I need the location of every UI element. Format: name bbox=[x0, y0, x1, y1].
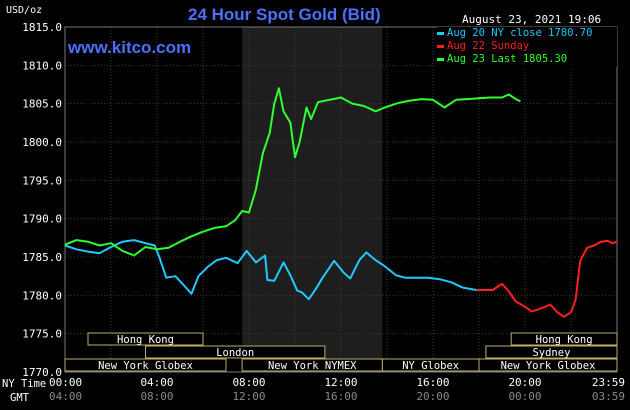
site-url: www.kitco.com bbox=[68, 38, 192, 57]
session-bar bbox=[478, 358, 618, 372]
x-tick-label-gmt: 03:59 bbox=[592, 390, 625, 403]
y-axis-unit: USD/oz bbox=[6, 5, 43, 16]
legend-item-aug23: Aug 23 Last 1805.30 bbox=[437, 53, 617, 66]
x-axis-label-ny: NY Time bbox=[2, 378, 47, 390]
session-label: Hong Kong bbox=[536, 334, 593, 346]
y-axis-ticks: 1815.0 1810.0 1805.0 1800.0 1795.0 1790.0 1785… bbox=[22, 21, 62, 379]
y-tick-label: 1815.0 bbox=[22, 21, 62, 34]
y-tick-label: 1805.0 bbox=[22, 98, 62, 111]
x-tick-label-ny: 08:00 bbox=[232, 376, 265, 389]
legend-label: Aug 20 NY close 1780.70 bbox=[447, 27, 593, 39]
x-tick-label-gmt: 12:00 bbox=[232, 390, 265, 403]
y-tick-label: 1795.0 bbox=[22, 174, 62, 187]
series-line bbox=[64, 239, 477, 301]
legend-swatch bbox=[437, 44, 444, 48]
legend: Aug 20 NY close 1780.70 Aug 22 Sunday Au… bbox=[437, 27, 617, 67]
session-bar bbox=[485, 345, 618, 359]
session-bar bbox=[87, 332, 204, 346]
y-tick-label: 1775.0 bbox=[22, 328, 62, 341]
legend-swatch bbox=[437, 57, 444, 61]
y-tick-label: 1780.0 bbox=[22, 289, 62, 302]
y-tick-label: 1770.0 bbox=[22, 366, 62, 379]
x-tick-label-ny: 20:00 bbox=[508, 376, 541, 389]
series-line bbox=[476, 239, 618, 318]
session-label: London bbox=[216, 347, 254, 359]
session-bar bbox=[64, 358, 227, 372]
nymex-hours-band bbox=[242, 27, 383, 372]
session-bar bbox=[510, 332, 618, 346]
legend-label: Aug 23 Last 1805.30 bbox=[447, 53, 568, 65]
legend-item-aug22: Aug 22 Sunday bbox=[437, 40, 617, 53]
market-sessions: Hong Kong London New York Globex New York N… bbox=[64, 332, 618, 372]
session-bar bbox=[145, 345, 326, 359]
session-label: New York Globex bbox=[501, 360, 596, 372]
x-tick-label-ny: 23:59 bbox=[592, 376, 625, 389]
grid-layer bbox=[64, 26, 618, 373]
x-tick-label-gmt: 00:00 bbox=[508, 390, 541, 403]
session-label: Sydney bbox=[532, 347, 570, 359]
chart-title: 24 Hour Spot Gold (Bid) bbox=[188, 5, 381, 24]
y-tick-label: 1810.0 bbox=[22, 59, 62, 72]
price-series bbox=[64, 87, 618, 318]
x-tick-label-gmt: 04:00 bbox=[49, 390, 82, 403]
x-axis-label-gmt: GMT bbox=[10, 392, 29, 404]
x-tick-label-ny: 16:00 bbox=[416, 376, 449, 389]
x-tick-label-gmt: 16:00 bbox=[324, 390, 357, 403]
session-label: NY Globex bbox=[402, 360, 459, 372]
session-label: New York NYMEX bbox=[268, 360, 357, 372]
x-tick-label-gmt: 20:00 bbox=[416, 390, 449, 403]
session-label: New York Globex bbox=[98, 360, 193, 372]
plot-border bbox=[64, 26, 618, 373]
session-label: Hong Kong bbox=[117, 334, 174, 346]
x-tick-label-ny: 12:00 bbox=[324, 376, 357, 389]
x-tick-label-gmt: 08:00 bbox=[140, 390, 173, 403]
legend-label: Aug 22 Sunday bbox=[447, 40, 530, 52]
legend-swatch bbox=[437, 31, 444, 35]
series-line bbox=[64, 87, 521, 257]
y-tick-label: 1800.0 bbox=[22, 136, 62, 149]
timestamp: August 23, 2021 19:06 bbox=[462, 13, 602, 26]
x-tick-label-ny: 04:00 bbox=[140, 376, 173, 389]
legend-item-aug20: Aug 20 NY close 1780.70 bbox=[437, 27, 617, 40]
y-tick-label: 1790.0 bbox=[22, 213, 62, 226]
x-tick-label-ny: 00:00 bbox=[49, 376, 82, 389]
y-tick-label: 1785.0 bbox=[22, 251, 62, 264]
x-axis-ticks: 00:0004:0004:0008:0008:0012:0012:0016:00… bbox=[49, 376, 625, 403]
